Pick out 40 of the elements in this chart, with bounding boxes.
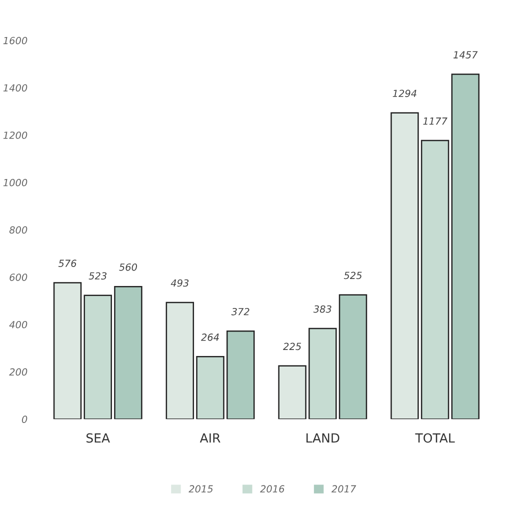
data-label: 225 [283, 342, 302, 350]
bar [390, 112, 419, 420]
data-label: 560 [119, 263, 137, 271]
data-label: 525 [344, 272, 362, 280]
y-tick-label: 200 [9, 368, 28, 376]
bar [308, 328, 337, 420]
data-label: 1457 [453, 51, 478, 58]
x-tick-label: AIR [200, 433, 220, 443]
data-label: 264 [201, 334, 219, 341]
data-label: 383 [313, 305, 332, 313]
bar [420, 140, 450, 420]
x-tick-label: LAND [306, 433, 340, 443]
data-label: 1177 [423, 118, 448, 125]
legend-label: 2017 [331, 485, 356, 493]
y-tick-label: 1600 [3, 36, 28, 44]
data-label: 1294 [392, 90, 416, 98]
y-tick-label: 0 [22, 416, 28, 423]
bar [53, 282, 82, 420]
bar [196, 356, 224, 420]
legend-label: 2016 [260, 485, 284, 493]
data-label: 576 [58, 260, 76, 268]
y-tick-label: 400 [9, 320, 28, 328]
bar [226, 330, 255, 420]
data-label: 372 [231, 308, 250, 316]
y-tick-label: 1000 [3, 178, 28, 186]
y-tick-label: 1400 [3, 84, 28, 92]
bar [166, 302, 194, 420]
y-tick-label: 1200 [3, 132, 28, 139]
bar [114, 286, 142, 420]
y-tick-label: 800 [9, 226, 28, 234]
x-tick-label: TOTAL [415, 433, 455, 443]
bar [451, 74, 480, 420]
y-tick-label: 600 [10, 274, 28, 281]
legend-label: 2015 [188, 485, 213, 493]
bar [84, 294, 112, 420]
bar [338, 294, 368, 420]
data-label: 523 [88, 272, 107, 280]
data-label: 493 [170, 279, 189, 287]
x-tick-label: SEA [86, 433, 110, 443]
bar [278, 365, 306, 420]
